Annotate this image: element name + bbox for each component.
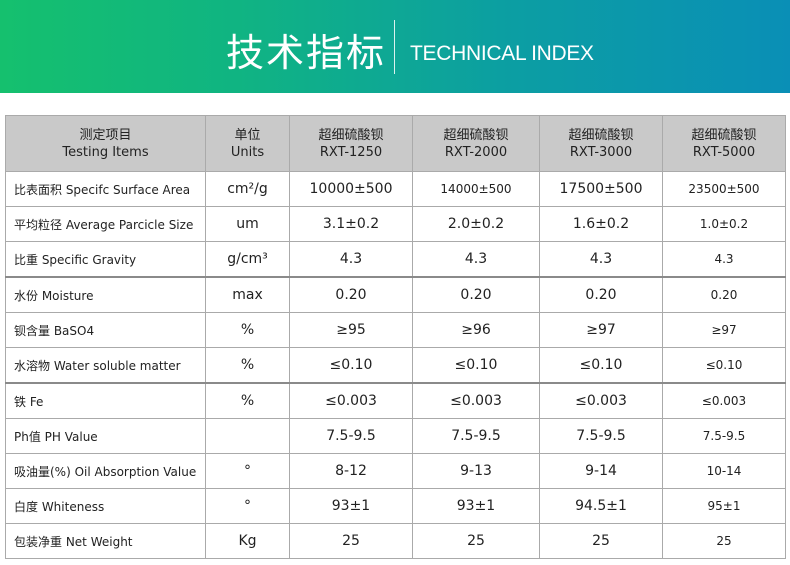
cell-value: ≤0.003 — [662, 382, 786, 419]
table-header-row: 测定项目 Testing Items 单位 Units 超细硫酸钡 RXT-1250 … — [5, 115, 786, 172]
title-divider — [394, 20, 395, 74]
cell-value: 95±1 — [662, 488, 786, 524]
cell-value: 10000±500 — [289, 171, 413, 207]
cell-value: ≥97 — [662, 312, 786, 348]
cell-value: 7.5-9.5 — [539, 418, 663, 454]
cell-value: ≤0.003 — [289, 382, 413, 419]
cell-value: ≤0.10 — [662, 347, 786, 384]
cell-value: 25 — [289, 523, 413, 559]
cell-value: 7.5-9.5 — [289, 418, 413, 454]
cell-testing-item: Ph值 PH Value — [5, 418, 206, 454]
cell-value: 7.5-9.5 — [412, 418, 540, 454]
cell-value: 7.5-9.5 — [662, 418, 786, 454]
cell-unit: ° — [205, 488, 290, 524]
cell-unit: % — [205, 347, 290, 384]
header-testing-items: 测定项目 Testing Items — [5, 115, 206, 172]
cell-testing-item: 铁 Fe — [5, 382, 206, 419]
cell-value: ≤0.003 — [539, 382, 663, 419]
cell-value: ≥96 — [412, 312, 540, 348]
table-row: 铁 Fe% ≤0.003 ≤0.003 ≤0.003 ≤0.003 — [5, 382, 786, 419]
cell-testing-item: 比重 Specific Gravity — [5, 241, 206, 278]
cell-value: 1.6±0.2 — [539, 206, 663, 242]
cell-value: 0.20 — [289, 276, 413, 313]
cell-value: 25 — [412, 523, 540, 559]
cell-value: 14000±500 — [412, 171, 540, 207]
cell-value: 9-14 — [539, 453, 663, 489]
cell-value: ≥95 — [289, 312, 413, 348]
cell-testing-item: 包装净重 Net Weight — [5, 523, 206, 559]
header-rxt-2000: 超细硫酸钡 RXT-2000 — [412, 115, 540, 172]
cell-value: ≤0.10 — [539, 347, 663, 384]
table-row: 包装净重 Net Weight Kg 25 25 25 25 — [5, 523, 786, 559]
cell-value: 25 — [662, 523, 786, 559]
cell-value: 4.3 — [662, 241, 786, 278]
cell-value: 8-12 — [289, 453, 413, 489]
cell-value: 4.3 — [289, 241, 413, 278]
cell-unit — [205, 418, 290, 454]
cell-value: 10-14 — [662, 453, 786, 489]
header-rxt-5000: 超细硫酸钡 RXT-5000 — [662, 115, 786, 172]
cell-value: 0.20 — [662, 276, 786, 313]
cell-testing-item: 钡含量 BaSO4 — [5, 312, 206, 348]
cell-unit: um — [205, 206, 290, 242]
cell-value: 25 — [539, 523, 663, 559]
cell-value: 3.1±0.2 — [289, 206, 413, 242]
cell-value: 94.5±1 — [539, 488, 663, 524]
title-english: TECHNICAL INDEX — [410, 42, 594, 65]
cell-value: 23500±500 — [662, 171, 786, 207]
table-row: 比表面积 Specifc Surface Area cm²/g 10000±500 1… — [5, 171, 786, 207]
cell-testing-item: 水溶物 Water soluble matter — [5, 347, 206, 384]
cell-unit: max — [205, 276, 290, 313]
table-row: 白度 Whiteness ° 93±1 93±1 94.5±1 95±1 — [5, 488, 786, 524]
cell-testing-item: 平均粒径 Average Parcicle Size — [5, 206, 206, 242]
cell-value: 9-13 — [412, 453, 540, 489]
cell-testing-item: 水份 Moisture — [5, 276, 206, 313]
header-banner: 技术指标 TECHNICAL INDEX — [0, 0, 790, 93]
cell-value: 0.20 — [539, 276, 663, 313]
header-units: 单位 Units — [205, 115, 290, 172]
cell-value: 17500±500 — [539, 171, 663, 207]
cell-value: ≤0.10 — [289, 347, 413, 384]
header-rxt-3000: 超细硫酸钡 RXT-3000 — [539, 115, 663, 172]
cell-value: ≥97 — [539, 312, 663, 348]
cell-unit: ° — [205, 453, 290, 489]
table-row: 水溶物 Water soluble matter% ≤0.10 ≤0.10 ≤0.10… — [5, 347, 786, 384]
cell-testing-item: 比表面积 Specifc Surface Area — [5, 171, 206, 207]
cell-unit: g/cm³ — [205, 241, 290, 278]
cell-value: 4.3 — [539, 241, 663, 278]
title-chinese: 技术指标 — [226, 31, 387, 75]
cell-value: ≤0.10 — [412, 347, 540, 384]
cell-value: 2.0±0.2 — [412, 206, 540, 242]
cell-value: 93±1 — [412, 488, 540, 524]
cell-testing-item: 吸油量(%) Oil Absorption Value — [5, 453, 206, 489]
cell-value: 4.3 — [412, 241, 540, 278]
cell-value: 0.20 — [412, 276, 540, 313]
cell-value: 1.0±0.2 — [662, 206, 786, 242]
table-row: 比重 Specific Gravity g/cm³ 4.3 4.3 4.3 4.3 — [5, 241, 786, 278]
table-row: 钡含量 BaSO4% ≥95 ≥96 ≥97 ≥97 — [5, 312, 786, 348]
cell-value: 93±1 — [289, 488, 413, 524]
cell-unit: cm²/g — [205, 171, 290, 207]
table-row: Ph值 PH Value 7.5-9.5 7.5-9.5 7.5-9.5 7.5-9.5 — [5, 418, 786, 454]
cell-unit: % — [205, 312, 290, 348]
cell-unit: % — [205, 382, 290, 419]
cell-value: ≤0.003 — [412, 382, 540, 419]
table-row: 平均粒径 Average Parcicle Size um 3.1±0.2 2.0±0… — [5, 206, 786, 242]
header-rxt-1250: 超细硫酸钡 RXT-1250 — [289, 115, 413, 172]
technical-index-table: 测定项目 Testing Items 单位 Units 超细硫酸钡 RXT-1250 … — [5, 115, 786, 559]
table-row: 吸油量(%) Oil Absorption Value ° 8-12 9-13 9-14… — [5, 453, 786, 489]
table-row: 水份 Moisture max 0.20 0.20 0.20 0.20 — [5, 276, 786, 313]
cell-unit: Kg — [205, 523, 290, 559]
cell-testing-item: 白度 Whiteness — [5, 488, 206, 524]
